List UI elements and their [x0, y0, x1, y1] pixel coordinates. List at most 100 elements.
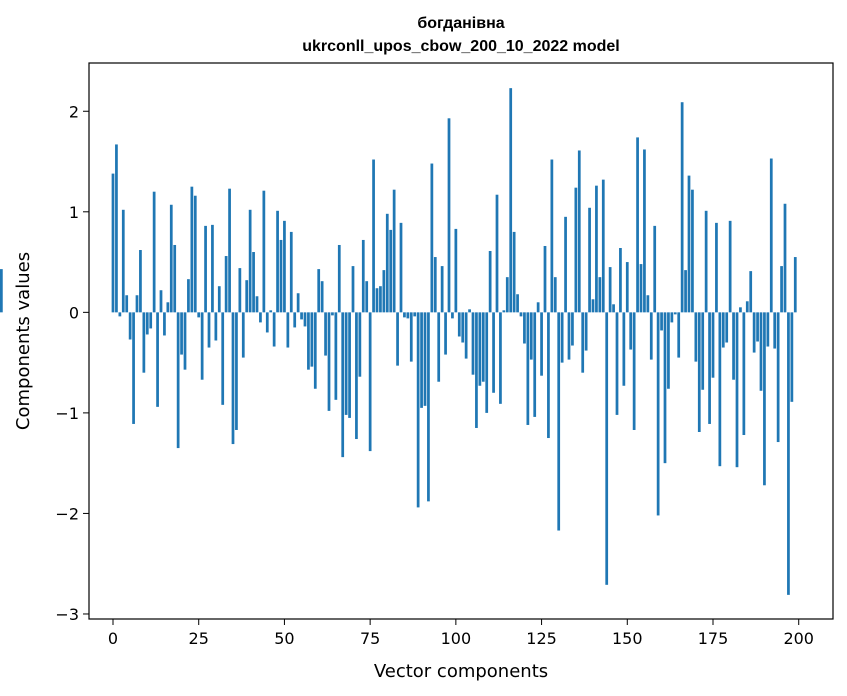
bar-118 — [516, 294, 519, 313]
x-tick-label: 25 — [189, 629, 209, 648]
bar-38 — [241, 312, 245, 358]
y-tick-label: 0 — [69, 303, 79, 322]
bar-82 — [392, 189, 396, 313]
bar-21 — [183, 312, 187, 370]
bar-100 — [454, 228, 458, 313]
x-tick-label: 125 — [526, 629, 557, 648]
bar-189 — [759, 312, 763, 391]
bar-103 — [464, 312, 468, 359]
bar-134 — [571, 312, 574, 346]
bar-177 — [718, 312, 722, 467]
bar-131 — [560, 312, 564, 363]
bar-119 — [519, 312, 523, 317]
bar-20 — [180, 312, 183, 355]
bar-149 — [622, 312, 626, 386]
bar-129 — [553, 277, 557, 313]
bar-186 — [749, 271, 753, 313]
bar-85 — [403, 312, 406, 318]
bar-137 — [581, 312, 585, 373]
bar-31 — [217, 286, 221, 313]
bar-25 — [197, 312, 201, 318]
bar-96 — [440, 266, 444, 313]
bar-2 — [118, 312, 122, 317]
y-tick-label: −1 — [55, 404, 79, 423]
x-tick-label: 200 — [783, 629, 814, 648]
bar-127 — [547, 312, 550, 439]
bar-147 — [615, 312, 619, 415]
bar-152 — [632, 312, 636, 430]
bar-126 — [543, 245, 547, 313]
bar-58 — [310, 312, 314, 367]
bar-72 — [358, 312, 362, 377]
bar-167 — [684, 270, 687, 313]
bar-136 — [577, 150, 581, 313]
y-tick-label: −3 — [55, 605, 79, 624]
bar-170 — [694, 312, 698, 362]
bar-191 — [766, 312, 770, 347]
bar-8 — [139, 250, 142, 313]
bar-36 — [235, 312, 238, 430]
bar-6 — [132, 312, 135, 424]
bar-63 — [327, 312, 331, 411]
bar-5 — [128, 312, 132, 340]
bar-180 — [728, 220, 732, 313]
bar-90 — [420, 312, 423, 408]
bar-67 — [341, 312, 345, 458]
bar-106 — [475, 312, 478, 428]
y-axis-ticks: −3 −2 −1 0 1 2 — [55, 102, 89, 624]
bar-28 — [207, 312, 211, 348]
bar-109 — [485, 312, 489, 413]
bar-61 — [320, 281, 324, 313]
bar-78 — [379, 286, 382, 313]
bar-130 — [557, 312, 561, 531]
bar-199 — [793, 257, 797, 313]
bar-195 — [780, 266, 783, 313]
bar-156 — [646, 295, 650, 313]
bar-13 — [156, 312, 159, 407]
bar-159 — [656, 312, 660, 516]
bar-17 — [169, 204, 173, 313]
bar-173 — [704, 210, 708, 313]
bar-91 — [423, 312, 427, 406]
bar-41 — [252, 252, 255, 313]
bar-80 — [385, 213, 389, 313]
bar-11 — [149, 312, 153, 329]
bar-158 — [653, 225, 657, 313]
bar-37 — [238, 268, 242, 313]
bar-97 — [444, 312, 447, 355]
y-tick-label: 2 — [69, 102, 79, 121]
bar-198 — [790, 312, 794, 402]
bar-174 — [708, 312, 711, 424]
bar-29 — [211, 224, 214, 313]
bar-154 — [639, 264, 643, 313]
bar-169 — [691, 189, 694, 313]
bar-160 — [660, 312, 663, 331]
bar-114 — [502, 310, 506, 313]
bar-77 — [375, 288, 379, 313]
bar-95 — [437, 312, 441, 382]
bar-15 — [163, 312, 166, 336]
bar-16 — [166, 302, 170, 313]
x-tick-label: 175 — [698, 629, 729, 648]
bar-138 — [584, 312, 588, 351]
y-tick-label: 1 — [69, 203, 79, 222]
bar-40 — [248, 209, 252, 313]
bar-140 — [591, 299, 595, 313]
bar-81 — [389, 229, 393, 313]
bar-39 — [245, 280, 249, 313]
bar-148 — [619, 248, 622, 313]
bar-69 — [348, 312, 351, 418]
bar-75 — [368, 312, 372, 452]
bar-44 — [262, 190, 266, 313]
bar-99 — [451, 312, 454, 319]
bar-117 — [512, 231, 516, 313]
bar-142 — [598, 277, 602, 313]
bar-76 — [372, 159, 375, 313]
bar-194 — [776, 312, 780, 443]
bar-157 — [649, 312, 653, 360]
x-tick-label: 150 — [612, 629, 643, 648]
bar-23 — [190, 186, 194, 313]
bar-60 — [317, 269, 321, 313]
bar-190 — [763, 312, 766, 486]
